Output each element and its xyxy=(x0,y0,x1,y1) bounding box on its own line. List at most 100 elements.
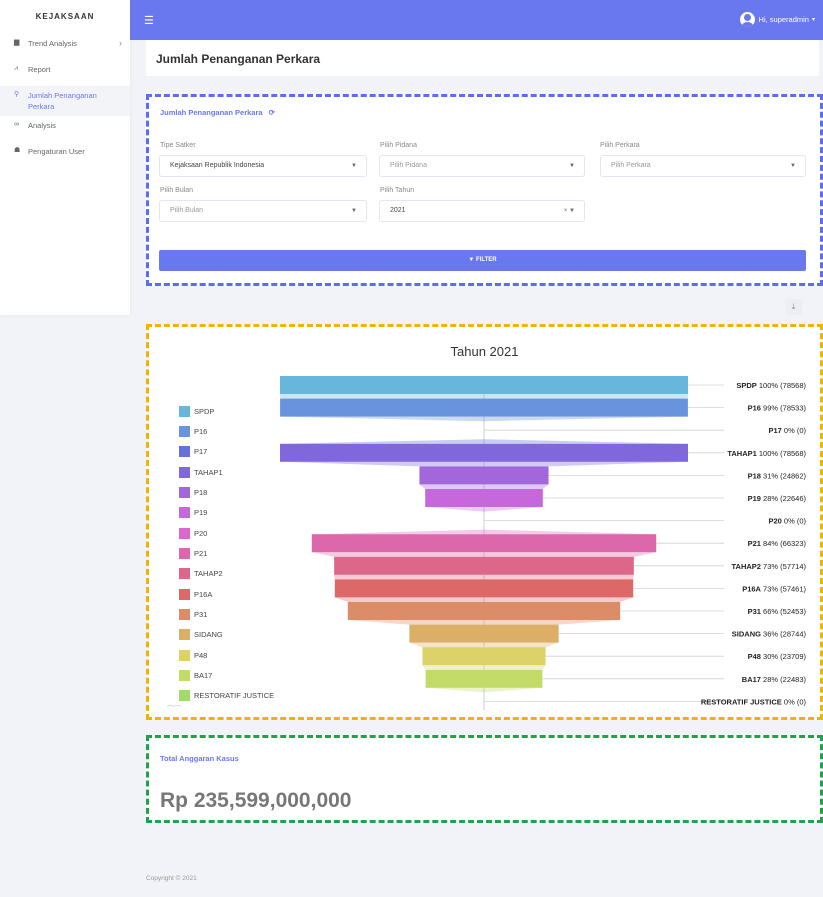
legend-swatch xyxy=(179,507,190,519)
users-icon: ☗ xyxy=(14,147,21,154)
funnel-bar-tahap2 xyxy=(334,556,634,575)
funnel-data-label: P48 30% (23709) xyxy=(748,652,807,661)
tipe-satker-label: Tipe Satker xyxy=(160,142,196,149)
funnel-connector xyxy=(334,597,634,602)
filter-button-label: FILTER xyxy=(476,257,497,263)
pilih-perkara-placeholder: Pilih Perkara xyxy=(611,162,651,169)
chart-legend: SPDP P16 P17 TAHAP1 P18 P19 P20 P21 TAHAP2 P16A P3… xyxy=(179,401,274,706)
funnel-bar-sidang xyxy=(409,624,559,643)
funnel-connector xyxy=(334,574,634,580)
pilih-perkara-label: Pilih Perkara xyxy=(600,142,640,149)
funnel-bar-p18 xyxy=(419,466,549,485)
pilih-bulan-label: Pilih Bulan xyxy=(160,187,194,194)
legend-item[interactable]: P16A xyxy=(179,584,274,604)
funnel-connector xyxy=(280,416,688,422)
sidebar-item-label: Jumlah Penanganan Perkara xyxy=(28,91,97,111)
page-title: Jumlah Penanganan Perkara xyxy=(156,52,321,66)
legend-item[interactable]: P16 xyxy=(179,421,274,441)
binoculars-icon: ∞ xyxy=(14,121,19,128)
funnel-bar-p21 xyxy=(311,534,657,553)
pilih-tahun-select[interactable]: 2021 × ▼ xyxy=(379,200,585,222)
legend-label: P17 xyxy=(194,447,208,457)
tipe-satker-select[interactable]: Kejaksaan Republik Indonesia ▼ xyxy=(159,155,367,177)
funnel-data-label: P16A 73% (57461) xyxy=(742,584,806,593)
topbar: ☰ Hi, superadmin ▾ xyxy=(130,0,823,40)
funnel-data-label: P17 0% (0) xyxy=(768,426,806,435)
legend-label: P48 xyxy=(194,650,208,660)
filter-icon: ▼ xyxy=(468,257,475,263)
chart-title: Tahun 2021 xyxy=(450,344,519,359)
pilih-bulan-select[interactable]: Pilih Bulan ▼ xyxy=(159,200,367,222)
total-anggaran-panel: Total Anggaran Kasus Rp 235,599,000,000 xyxy=(146,735,823,823)
funnel-data-label: RESTORATIF JUSTICE 0% (0) xyxy=(701,697,807,706)
legend-swatch xyxy=(179,426,190,438)
legend-label: P16A xyxy=(194,589,213,599)
sidebar-item-analysis[interactable]: ∞ Analysis xyxy=(0,116,130,142)
funnel-connector xyxy=(280,461,688,467)
legend-item[interactable]: SIDANG xyxy=(179,625,274,645)
network-icon: ⚲ xyxy=(14,91,20,98)
filter-button[interactable]: ▼ FILTER xyxy=(159,250,806,271)
funnel-connector xyxy=(419,484,549,489)
sidebar-item-trend-analysis[interactable]: ▆ Trend Analysis › xyxy=(0,34,130,60)
funnel-connector xyxy=(422,665,546,670)
sidebar-item-label: Analysis xyxy=(28,121,56,130)
legend-swatch xyxy=(179,670,190,682)
chart-logo-icon: ⌒⌒ xyxy=(167,706,181,713)
funnel-bar-p31 xyxy=(347,602,621,620)
legend-item[interactable]: P19 xyxy=(179,503,274,523)
funnel-connector xyxy=(311,529,657,535)
document-icon: ▆ xyxy=(14,39,20,46)
clear-and-chevron-icon[interactable]: × ▼ xyxy=(563,208,575,214)
legend-swatch xyxy=(179,568,190,580)
legend-item[interactable]: TAHAP1 xyxy=(179,462,274,482)
legend-item[interactable]: BA17 xyxy=(179,665,274,685)
funnel-bar-p16 xyxy=(280,398,688,417)
legend-label: P19 xyxy=(194,508,208,518)
funnel-connector xyxy=(280,439,688,444)
refresh-icon[interactable]: ⟳ xyxy=(268,108,275,117)
legend-item[interactable]: P18 xyxy=(179,482,274,502)
legend-label: P21 xyxy=(194,549,208,559)
sidebar-item-report[interactable]: ⩘ Report xyxy=(0,60,130,86)
funnel-connector xyxy=(311,552,657,557)
user-menu[interactable]: Hi, superadmin ▾ xyxy=(739,12,815,27)
pilih-perkara-select[interactable]: Pilih Perkara ▼ xyxy=(600,155,806,177)
legend-item[interactable]: RESTORATIF JUSTICE xyxy=(179,686,274,706)
legend-item[interactable]: P20 xyxy=(179,523,274,543)
legend-swatch xyxy=(179,446,190,458)
legend-swatch xyxy=(179,588,190,600)
total-anggaran-value: Rp 235,599,000,000 xyxy=(160,789,352,812)
download-icon[interactable]: ⤓ xyxy=(785,299,802,315)
legend-swatch xyxy=(179,487,190,499)
sidebar-item-jumlah-penanganan-perkara[interactable]: ⚲ Jumlah Penanganan Perkara xyxy=(0,86,130,116)
pilih-pidana-select[interactable]: Pilih Pidana ▼ xyxy=(379,155,585,177)
sidebar-item-label: Report xyxy=(28,65,51,74)
legend-item[interactable]: P17 xyxy=(179,442,274,462)
funnel-data-label: BA17 28% (22483) xyxy=(742,675,807,684)
legend-label: RESTORATIF JUSTICE xyxy=(194,691,275,701)
funnel-data-label: P16 99% (78533) xyxy=(748,404,807,413)
legend-item[interactable]: SPDP xyxy=(179,401,274,421)
funnel-data-label: SIDANG 36% (28744) xyxy=(732,630,807,639)
filter-title-text: Jumlah Penanganan Perkara xyxy=(160,108,263,117)
legend-item[interactable]: P31 xyxy=(179,604,274,624)
legend-item[interactable]: P48 xyxy=(179,645,274,665)
legend-item[interactable]: P21 xyxy=(179,543,274,563)
funnel-connector xyxy=(280,394,688,399)
legend-swatch xyxy=(179,690,190,702)
sidebar-item-pengaturan-user[interactable]: ☗ Pengaturan User xyxy=(0,142,130,168)
funnel-connector xyxy=(347,620,621,625)
legend-label: P18 xyxy=(194,488,208,498)
avatar xyxy=(739,12,755,27)
funnel-connector xyxy=(425,507,543,512)
legend-swatch xyxy=(179,548,190,560)
line-chart-icon: ⩘ xyxy=(14,65,18,72)
hamburger-menu-icon[interactable]: ☰ xyxy=(144,15,154,27)
footer-copyright: Copyright © 2021 xyxy=(146,875,197,882)
legend-item[interactable]: TAHAP2 xyxy=(179,564,274,584)
legend-label: SPDP xyxy=(194,406,215,416)
legend-swatch xyxy=(179,405,190,417)
funnel-data-label: P20 0% (0) xyxy=(768,517,806,526)
funnel-data-label: P21 84% (66323) xyxy=(748,539,807,548)
